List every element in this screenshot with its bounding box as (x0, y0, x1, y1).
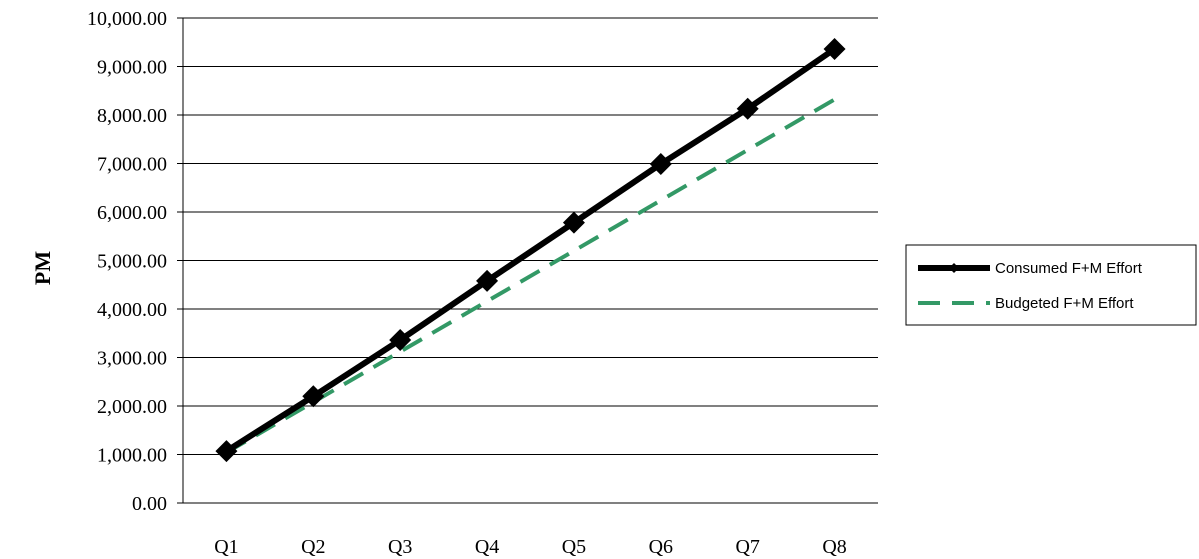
y-tick-label: 0.00 (132, 493, 167, 515)
data-point-marker (649, 152, 672, 175)
x-tick-label: Q5 (562, 536, 586, 558)
data-point-marker (562, 211, 585, 234)
data-point-marker (215, 440, 238, 463)
data-point-marker (823, 38, 846, 61)
y-tick-label: 8,000.00 (97, 105, 167, 127)
y-tick-label: 10,000.00 (87, 8, 167, 30)
y-axis-title: PM (30, 251, 55, 285)
data-point-marker (736, 97, 759, 120)
y-tick-label: 2,000.00 (97, 396, 167, 418)
x-tick-label: Q6 (649, 536, 673, 558)
legend-box (905, 244, 1197, 326)
data-point-marker (302, 385, 325, 408)
y-tick-label: 4,000.00 (97, 299, 167, 321)
series (215, 38, 846, 463)
x-tick-label: Q2 (301, 536, 325, 558)
y-tick-label: 6,000.00 (97, 202, 167, 224)
x-tick-labels: Q1 Q2 Q3 Q4 Q5 Q6 Q7 Q8 (214, 536, 847, 558)
x-tick-label: Q4 (475, 536, 499, 558)
y-tick-label: 5,000.00 (97, 251, 167, 273)
gridlines (183, 17, 878, 455)
y-tick-label: 7,000.00 (97, 154, 167, 176)
legend-label: Budgeted F+M Effort (995, 295, 1134, 312)
x-tick-label: Q8 (822, 536, 846, 558)
x-tick-label: Q1 (214, 536, 238, 558)
y-tick-labels: 0.00 1,000.00 2,000.00 3,000.00 4,000.00 5,00… (87, 8, 167, 515)
axes (177, 17, 878, 504)
legend: Consumed F+M Effort Budgeted F+M Effort (905, 244, 1197, 326)
y-tick-label: 3,000.00 (97, 348, 167, 370)
y-tick-label: 1,000.00 (97, 445, 167, 467)
series-line (225, 97, 836, 455)
x-tick-label: Q7 (735, 536, 759, 558)
series-line (224, 46, 837, 454)
legend-label: Consumed F+M Effort (995, 260, 1143, 277)
y-tick-label: 9,000.00 (97, 57, 167, 79)
data-point-marker (476, 269, 499, 292)
data-point-marker (389, 329, 412, 352)
x-tick-label: Q3 (388, 536, 412, 558)
legend-marker (949, 263, 959, 273)
